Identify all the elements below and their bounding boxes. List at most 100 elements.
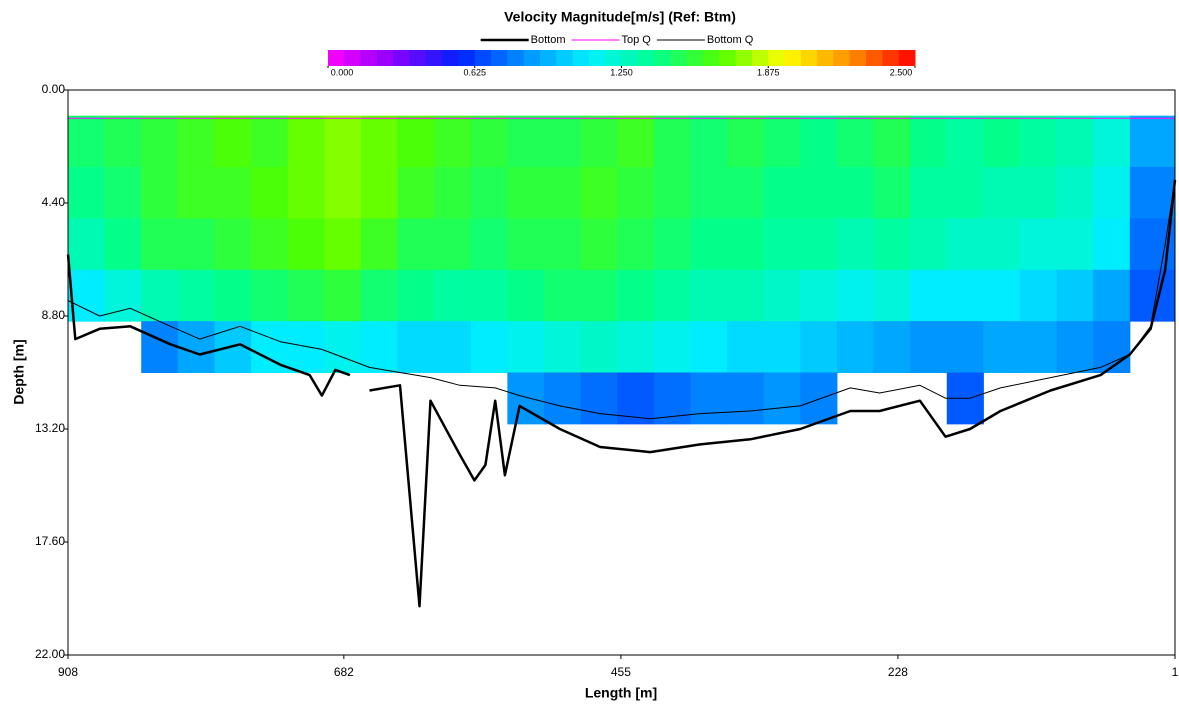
- velocity-cell: [177, 321, 215, 373]
- velocity-cell: [1129, 115, 1176, 168]
- velocity-cell: [836, 115, 875, 168]
- colorbar-tick-label: 2.500: [890, 67, 913, 77]
- velocity-cell: [580, 167, 618, 219]
- velocity-cell: [580, 372, 618, 425]
- velocity-cell: [836, 167, 875, 219]
- velocity-cell: [141, 321, 179, 373]
- velocity-cell: [397, 167, 435, 219]
- velocity-cell: [983, 269, 1021, 322]
- colorbar-swatch: [800, 50, 818, 66]
- velocity-cell: [507, 167, 545, 219]
- velocity-cell: [763, 115, 801, 168]
- velocity-cell: [910, 321, 948, 373]
- colorbar-swatch: [735, 50, 753, 66]
- colorbar-swatch: [360, 50, 378, 66]
- velocity-cell: [360, 269, 399, 322]
- velocity-cell: [543, 167, 582, 219]
- velocity-cell: [360, 115, 399, 168]
- y-tick-label: 17.60: [35, 534, 65, 548]
- velocity-cell: [763, 269, 801, 322]
- velocity-cell: [910, 269, 948, 322]
- velocity-cell: [690, 269, 728, 322]
- colorbar-swatch: [507, 50, 525, 66]
- velocity-cell: [800, 372, 838, 425]
- velocity-cell: [324, 115, 362, 168]
- colorbar-swatch: [588, 50, 606, 66]
- velocity-cell: [470, 167, 508, 219]
- velocity-cell: [836, 269, 875, 322]
- colorbar-swatch: [898, 50, 916, 66]
- velocity-cell: [360, 218, 399, 271]
- plot-frame: [67, 89, 1176, 656]
- velocity-cell: [543, 269, 582, 322]
- colorbar-swatch: [442, 50, 459, 66]
- velocity-cell: [251, 218, 289, 271]
- velocity-cell: [104, 115, 142, 168]
- velocity-cell: [836, 321, 875, 373]
- velocity-cell: [543, 115, 582, 168]
- velocity-cell: [287, 115, 325, 168]
- velocity-cell: [1056, 115, 1094, 168]
- x-tick-label: 228: [888, 665, 908, 679]
- velocity-cell: [104, 167, 142, 219]
- velocity-cell: [324, 321, 362, 373]
- legend-label: Bottom: [531, 34, 566, 46]
- velocity-cell: [543, 218, 582, 271]
- velocity-cell: [251, 167, 289, 219]
- series-line: [67, 179, 1176, 420]
- legend-label: Bottom Q: [707, 34, 754, 46]
- velocity-cell: [1093, 218, 1131, 271]
- velocity-cell: [946, 167, 984, 219]
- velocity-cell: [800, 269, 838, 322]
- velocity-cell: [324, 269, 362, 322]
- velocity-cell: [214, 218, 252, 271]
- colorbar-swatch: [605, 50, 622, 66]
- velocity-cell: [910, 115, 948, 168]
- velocity-cell: [727, 269, 765, 322]
- colorbar-swatch: [849, 50, 867, 66]
- velocity-cell: [727, 115, 765, 168]
- velocity-cell: [251, 115, 289, 168]
- velocity-cell: [177, 218, 215, 271]
- velocity-cell: [580, 321, 618, 373]
- velocity-cell: [397, 115, 435, 168]
- x-axis-label: Length [m]: [585, 685, 657, 701]
- velocity-cell: [727, 372, 765, 425]
- colorbar-swatch: [409, 50, 427, 66]
- velocity-cell: [434, 115, 472, 168]
- velocity-cell: [800, 115, 838, 168]
- velocity-cell: [910, 167, 948, 219]
- y-tick-label: 22.00: [35, 647, 65, 661]
- velocity-cell: [470, 115, 508, 168]
- velocity-cell: [1019, 269, 1058, 322]
- velocity-cell: [397, 321, 435, 373]
- colorbar-swatch: [882, 50, 900, 66]
- velocity-cell: [617, 218, 655, 271]
- colorbar-swatch: [719, 50, 737, 66]
- velocity-cell: [763, 321, 801, 373]
- colorbar-swatch: [572, 50, 590, 66]
- colorbar-swatch: [833, 50, 851, 66]
- velocity-cell: [800, 321, 838, 373]
- colorbar-swatch: [344, 50, 362, 66]
- colorbar-swatch: [654, 50, 671, 66]
- legend: Bottom Top Q Bottom Q: [480, 34, 754, 46]
- velocity-cell: [617, 321, 655, 373]
- colorbar-swatch: [784, 50, 802, 66]
- velocity-cell: [434, 269, 472, 322]
- y-tick-label: 13.20: [35, 421, 65, 435]
- velocity-cell: [946, 115, 984, 168]
- colorbar-swatch: [393, 50, 411, 66]
- velocity-cell: [580, 218, 618, 271]
- velocity-cell: [360, 321, 399, 373]
- velocity-cell: [873, 321, 911, 373]
- velocity-cell: [214, 167, 252, 219]
- colorbar-swatch: [376, 50, 394, 66]
- colorbar-tick-label: 1.250: [610, 67, 633, 77]
- colorbar-swatch: [686, 50, 704, 66]
- velocity-cell: [836, 218, 875, 271]
- velocity-cell: [434, 321, 472, 373]
- velocity-cell: [214, 115, 252, 168]
- velocity-cell: [470, 218, 508, 271]
